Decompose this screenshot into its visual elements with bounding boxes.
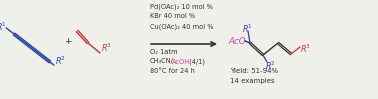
Text: R$^1$: R$^1$: [242, 23, 253, 35]
Text: 14 examples: 14 examples: [230, 78, 275, 84]
Text: R$^3$: R$^3$: [101, 42, 112, 54]
Text: Cu(OAc)₂ 40 mol %: Cu(OAc)₂ 40 mol %: [150, 23, 214, 30]
Text: AcOH: AcOH: [172, 59, 190, 65]
Text: Yield: 51-94%: Yield: 51-94%: [230, 68, 278, 74]
Text: R$^2$: R$^2$: [55, 54, 65, 67]
Text: R$^3$: R$^3$: [300, 43, 311, 55]
Text: (4/1): (4/1): [187, 59, 205, 65]
Text: O₂ 1atm: O₂ 1atm: [150, 49, 178, 55]
Text: Pd(OAc)₂ 10 mol %: Pd(OAc)₂ 10 mol %: [150, 4, 213, 10]
Text: AcO: AcO: [228, 37, 246, 46]
Text: 80°C for 24 h: 80°C for 24 h: [150, 68, 195, 74]
Text: CH₃CN/: CH₃CN/: [150, 59, 174, 65]
Text: KBr 40 mol %: KBr 40 mol %: [150, 13, 195, 20]
Text: R$^2$: R$^2$: [265, 60, 276, 72]
Text: R$^1$: R$^1$: [0, 21, 7, 33]
Text: +: +: [64, 37, 72, 46]
